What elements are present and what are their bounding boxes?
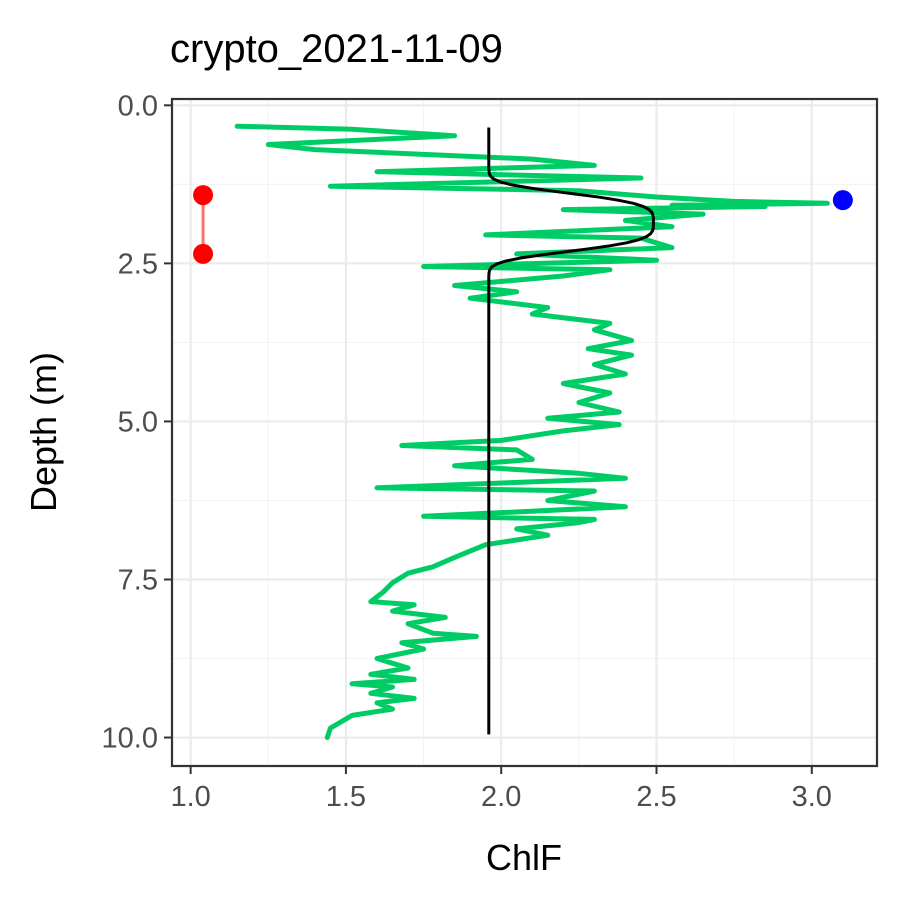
series-layer: [193, 123, 853, 740]
peak-point: [832, 190, 853, 211]
plot-panel: [172, 99, 877, 766]
layer-range-endpoint: [193, 243, 214, 264]
y-tick-label: 0.0: [118, 90, 158, 122]
layer-range-endpoint: [193, 185, 214, 206]
y-axis: 0.0 2.5 5.0 7.5 10.0: [102, 90, 172, 755]
y-tick-label: 7.5: [118, 564, 158, 596]
x-tick-label: 2.5: [636, 781, 676, 813]
chart-title: crypto_2021-11-09: [170, 27, 503, 71]
x-tick-label: 1.0: [170, 781, 210, 813]
x-tick-label: 2.0: [481, 781, 521, 813]
x-axis: 1.0 1.5 2.0 2.5 3.0: [170, 766, 832, 813]
y-tick-label: 5.0: [118, 406, 158, 438]
x-tick-label: 3.0: [792, 781, 832, 813]
x-axis-title: ChlF: [486, 837, 562, 878]
x-tick-label: 1.5: [326, 781, 366, 813]
chlf-profile-line: [234, 123, 830, 740]
fitted-curve-line: [487, 127, 655, 735]
y-tick-label: 10.0: [102, 723, 158, 755]
plot-border: [170, 97, 879, 768]
y-axis-title: Depth (m): [23, 352, 64, 512]
y-tick-label: 2.5: [118, 248, 158, 280]
